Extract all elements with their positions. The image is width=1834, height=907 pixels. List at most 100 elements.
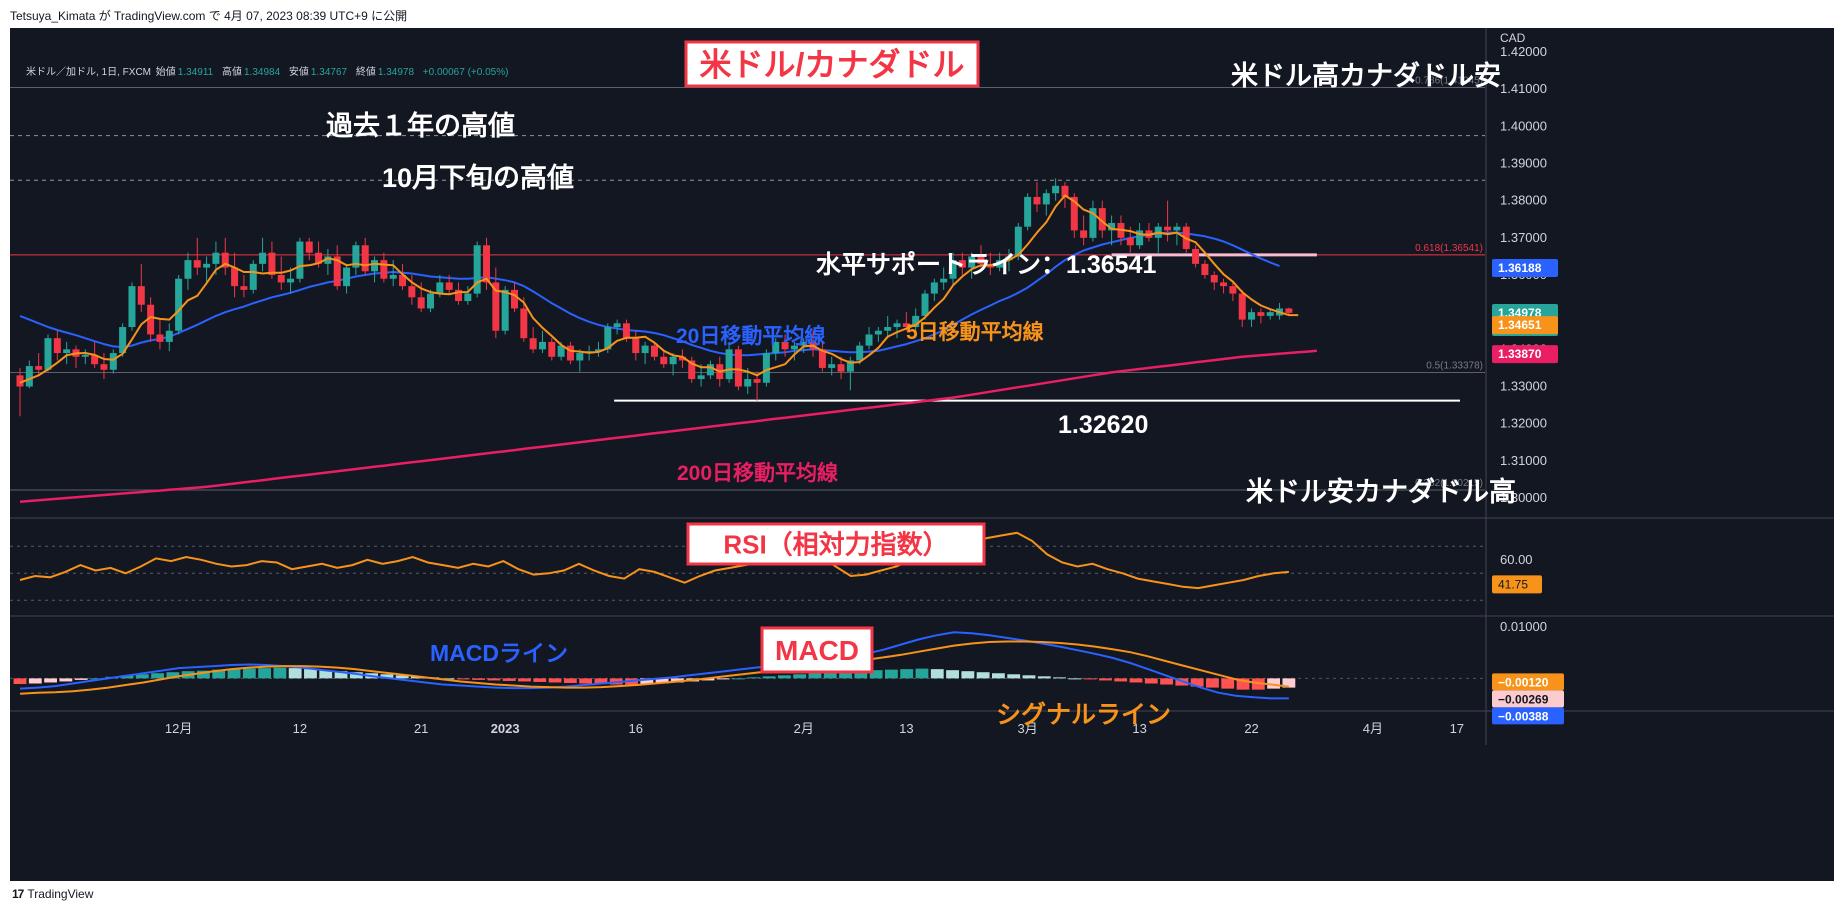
candle-body-67: [641, 345, 649, 354]
rsi-title-box: [686, 522, 986, 566]
candle-body-24: [240, 286, 248, 290]
candle-body-71: [678, 356, 686, 361]
candle-body-8: [91, 354, 99, 365]
rsi-current-tag: 41.75: [1498, 577, 1528, 591]
label-signal-line: シグナルライン: [996, 701, 1171, 729]
price-tick-2: 1.40000: [1500, 118, 1547, 133]
rsi-tag-bg: [1492, 575, 1542, 594]
macd-bar-65: [1007, 674, 1021, 679]
candle-body-87: [828, 364, 836, 368]
price-tag-2: 1.34651: [1498, 318, 1542, 332]
candle-body-126: [1192, 248, 1200, 264]
candle-body-22: [221, 252, 229, 268]
candle-body-129: [1220, 282, 1228, 287]
candle-body-99: [940, 278, 948, 283]
legend-symbol: 米ドル／加ドル, 1日, FXCM: [26, 67, 152, 78]
label-usd-strong: 米ドル高カナダドル安: [1231, 60, 1501, 91]
candle-body-25: [249, 263, 257, 290]
candle-body-133: [1257, 312, 1265, 316]
macd-bar-71: [1099, 678, 1112, 681]
macd-bar-72: [1114, 678, 1128, 682]
macd-bar-30: [472, 678, 486, 680]
candle-body-108: [1024, 196, 1032, 227]
candle-body-83: [790, 345, 798, 350]
candle-body-40: [389, 275, 397, 279]
chart-canvas[interactable]: 0.786(1.41045) 0.618(1.36541) 0.5(1.33378)…: [10, 28, 1834, 897]
time-tick-9: 22: [1244, 721, 1258, 736]
candle-body-115: [1089, 208, 1097, 238]
macd-bar-19: [304, 669, 317, 679]
candle-body-52: [501, 289, 509, 331]
rsi-line: [19, 531, 1289, 590]
macd-bar-82: [1267, 678, 1281, 689]
macd-bar-49: [762, 676, 776, 679]
macd-bar-15: [242, 668, 256, 679]
candle-body-23: [231, 267, 239, 287]
candle-body-50: [483, 245, 490, 283]
candle-body-45: [436, 282, 444, 294]
candle-body-4: [53, 338, 61, 354]
legend-close: 1.34978: [377, 67, 415, 78]
candle-body-64: [613, 323, 621, 328]
candle-body-27: [268, 252, 276, 275]
candle-body-65: [622, 323, 630, 339]
ma200-line: [19, 349, 1318, 503]
tradingview-logo[interactable]: 17 TradingView: [12, 887, 93, 901]
candle-body-110: [1042, 193, 1050, 205]
candle-body-18: [184, 260, 192, 279]
publish-info: Tetsuya_Kimata が TradingView.com で 4月 07…: [10, 9, 408, 23]
candle-body-103: [977, 256, 985, 264]
candle-body-29: [287, 278, 295, 283]
macd-bar-80: [1236, 678, 1250, 690]
time-tick-5: 2月: [794, 721, 814, 736]
label-support-low: 1.32620: [1058, 411, 1148, 439]
legend-change: +0.00067 (+0.05%): [422, 67, 509, 78]
candle-body-3: [44, 338, 52, 370]
time-tick-0: 12月: [165, 721, 192, 736]
candle-body-35: [343, 267, 351, 287]
candle-body-77: [734, 349, 742, 387]
label-support: 水平サポートライン：1.36541: [816, 250, 1156, 279]
price-tag-0: 1.36188: [1498, 261, 1542, 275]
macd-bar-59: [915, 668, 929, 679]
signal-line: [19, 640, 1290, 695]
macd-bar-25: [395, 675, 409, 679]
candle-body-89: [846, 360, 854, 372]
ohlc-legend: 米ドル／加ドル, 1日, FXCM 始値 1.34911 高値 1.34984 安値…: [26, 63, 514, 78]
macd-bar-3: [59, 678, 73, 682]
candle-body-38: [371, 260, 379, 272]
time-tick-11: 17: [1450, 721, 1464, 736]
publish-bar: Tetsuya_Kimata が TradingView.com で 4月 07…: [0, 0, 1834, 28]
ma20-line: [19, 231, 1280, 357]
macd-bar-17: [273, 667, 287, 679]
macd-bar-1: [28, 678, 42, 684]
label-ma5: 5日移動平均線: [906, 320, 1044, 344]
candle-body-100: [949, 260, 957, 279]
chart-area[interactable]: 0.786(1.41045) 0.618(1.36541) 0.5(1.33378)…: [10, 28, 1834, 897]
macd-line: [19, 631, 1289, 700]
macd-bar-50: [777, 675, 791, 679]
candle-body-106: [1005, 256, 1013, 261]
label-year-high: 過去１年の高値: [326, 110, 515, 141]
candle-body-109: [1033, 196, 1041, 205]
currency-label: CAD: [1500, 31, 1526, 45]
candle-body-76: [725, 349, 733, 380]
macd-bar-48: [747, 677, 761, 679]
candle-body-26: [259, 252, 267, 264]
macd-bar-58: [900, 669, 914, 679]
candle-body-13: [137, 286, 145, 305]
candle-body-94: [893, 323, 901, 328]
macd-bar-56: [869, 670, 883, 679]
macd-bar-54: [839, 671, 852, 679]
macd-bar-22: [349, 672, 363, 679]
macd-bar-57: [884, 669, 898, 679]
candle-body-107: [1014, 226, 1022, 257]
candle-body-55: [529, 338, 537, 350]
candle-body-127: [1201, 263, 1209, 275]
price-tick-3: 1.39000: [1500, 156, 1547, 171]
candle-body-119: [1126, 237, 1134, 246]
macd-bar-69: [1068, 678, 1082, 680]
macd-tag-bg-1: [1492, 690, 1564, 708]
candle-body-116: [1098, 208, 1106, 231]
candle-body-37: [361, 245, 369, 272]
